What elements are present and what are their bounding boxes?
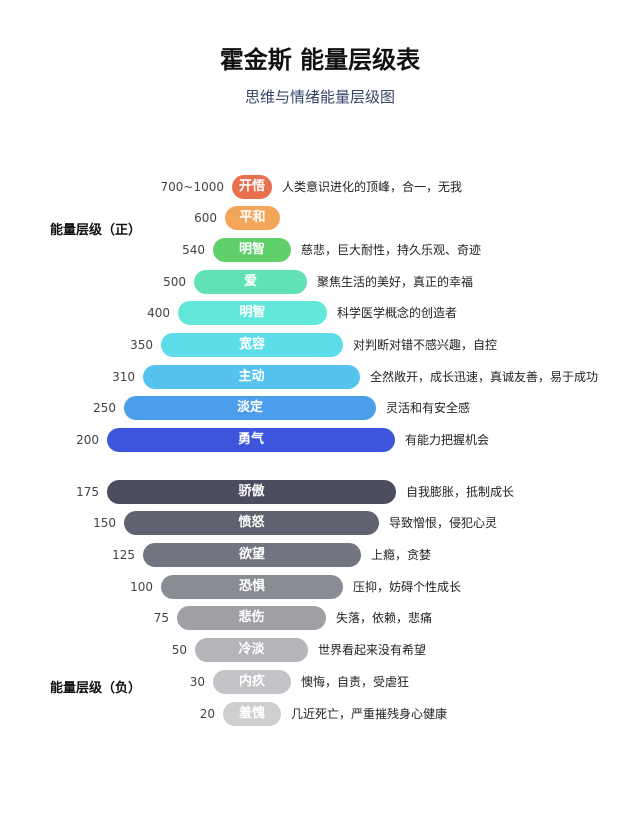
level-bar: 宽容 — [161, 333, 343, 357]
level-value: 50 — [171, 643, 187, 657]
level-value: 200 — [76, 433, 99, 447]
page-title: 霍金斯 能量层级表 — [219, 46, 421, 74]
level-row: 150 愤怒 导致憎恨，侵犯心灵 — [0, 511, 640, 535]
level-bar: 爱 — [194, 270, 307, 294]
level-value: 600 — [194, 211, 217, 225]
level-bar: 勇气 — [107, 428, 395, 452]
level-row: 600 平和 — [0, 206, 640, 230]
level-value: 100 — [130, 580, 153, 594]
level-row: 30 内疚 懊悔，自责，受虐狂 — [0, 670, 640, 694]
level-description: 慈悲，巨大耐性，持久乐观、奇迹 — [301, 243, 482, 257]
level-bar: 欲望 — [143, 543, 361, 567]
level-value: 310 — [112, 370, 135, 384]
level-bar: 淡定 — [124, 396, 376, 420]
level-bar: 悲伤 — [177, 606, 326, 630]
level-value: 150 — [93, 516, 116, 530]
level-description: 对判断对错不感兴趣，自控 — [353, 338, 498, 352]
level-row: 75 悲伤 失落，依赖，悲痛 — [0, 606, 640, 630]
level-row: 50 冷淡 世界看起来没有希望 — [0, 638, 640, 662]
level-bar: 主动 — [143, 365, 360, 389]
level-description: 压抑，妨碍个性成长 — [353, 580, 462, 594]
level-row: 540 明智 慈悲，巨大耐性，持久乐观、奇迹 — [0, 238, 640, 262]
level-row: 310 主动 全然敞开，成长迅速，真诚友善，易于成功 — [0, 365, 640, 389]
positive-levels-label: 能量层级（正） — [50, 223, 142, 238]
level-row: 400 明智 科学医学概念的创造者 — [0, 301, 640, 325]
level-row: 100 恐惧 压抑，妨碍个性成长 — [0, 575, 640, 599]
level-bar: 愤怒 — [124, 511, 379, 535]
level-row: 200 勇气 有能力把握机会 — [0, 428, 640, 452]
level-description: 失落，依赖，悲痛 — [336, 611, 433, 625]
level-value: 175 — [76, 485, 99, 499]
level-value: 30 — [189, 675, 205, 689]
level-description: 自我膨胀，抵制成长 — [406, 485, 515, 499]
level-value: 350 — [130, 338, 153, 352]
level-description: 上瘾，贪婪 — [371, 548, 432, 562]
level-row: 175 骄傲 自我膨胀，抵制成长 — [0, 480, 640, 504]
level-bar: 平和 — [225, 206, 280, 230]
level-row: 250 淡定 灵活和有安全感 — [0, 396, 640, 420]
level-description: 科学医学概念的创造者 — [337, 306, 458, 320]
level-row: 20 羞愧 几近死亡，严重摧残身心健康 — [0, 702, 640, 726]
negative-levels-label: 能量层级（负） — [50, 681, 142, 696]
level-description: 导致憎恨，侵犯心灵 — [389, 516, 498, 530]
level-bar: 恐惧 — [161, 575, 343, 599]
level-bar: 明智 — [178, 301, 327, 325]
level-value: 250 — [93, 401, 116, 415]
level-row: 125 欲望 上瘾，贪婪 — [0, 543, 640, 567]
level-description: 灵活和有安全感 — [386, 401, 471, 415]
level-bar: 羞愧 — [223, 702, 281, 726]
level-description: 几近死亡，严重摧残身心健康 — [291, 707, 448, 721]
level-bar: 内疚 — [213, 670, 291, 694]
level-value: 540 — [182, 243, 205, 257]
level-description: 全然敞开，成长迅速，真诚友善，易于成功 — [370, 370, 599, 384]
level-description: 有能力把握机会 — [405, 433, 490, 447]
level-bar: 冷淡 — [195, 638, 308, 662]
level-value: 500 — [163, 275, 186, 289]
level-description: 聚焦生活的美好，真正的幸福 — [317, 275, 474, 289]
level-bar: 开悟 — [232, 175, 272, 199]
level-row: 700~1000 开悟 人类意识进化的顶峰，合一，无我 — [0, 175, 640, 199]
page-subtitle: 思维与情绪能量层级图 — [244, 88, 395, 106]
level-value: 125 — [112, 548, 135, 562]
level-description: 人类意识进化的顶峰，合一，无我 — [282, 180, 463, 194]
level-value: 75 — [153, 611, 169, 625]
level-value: 20 — [199, 707, 215, 721]
level-bar: 明智 — [213, 238, 291, 262]
level-value: 400 — [147, 306, 170, 320]
level-row: 500 爱聚焦生活的美好，真正的幸福 — [0, 270, 640, 294]
level-description: 世界看起来没有希望 — [318, 643, 427, 657]
level-bar: 骄傲 — [107, 480, 396, 504]
level-description: 懊悔，自责，受虐狂 — [301, 675, 410, 689]
level-row: 350 宽容 对判断对错不感兴趣，自控 — [0, 333, 640, 357]
level-value: 700~1000 — [160, 180, 225, 194]
